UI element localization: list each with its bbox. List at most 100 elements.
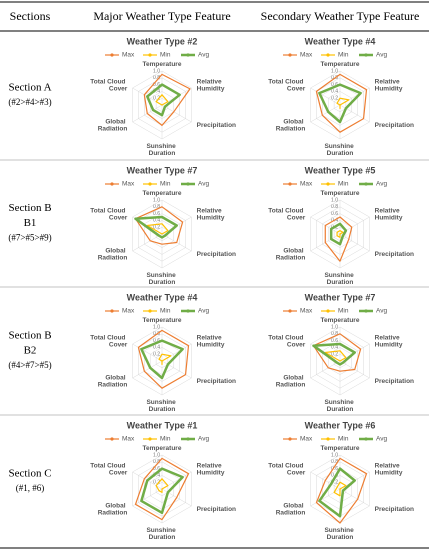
tick-label: 1.0 bbox=[153, 197, 160, 203]
series-polygon bbox=[336, 97, 350, 110]
series-polygon bbox=[312, 342, 356, 366]
header-secondary: Secondary Weather Type Feature bbox=[261, 9, 420, 23]
tick-label: 1.0 bbox=[331, 197, 338, 203]
spoke bbox=[161, 104, 192, 123]
category-label: Precipitation bbox=[375, 122, 414, 129]
section-label: B2 bbox=[24, 345, 37, 357]
tick-label: 0.2 bbox=[153, 480, 160, 486]
category-label: Sunshine Duration bbox=[146, 399, 177, 413]
category-label: Precipitation bbox=[197, 506, 236, 513]
spoke bbox=[310, 104, 341, 123]
series-polygon bbox=[134, 457, 190, 521]
category-label: Global Radiation bbox=[276, 374, 306, 388]
category-label: Precipitation bbox=[197, 251, 236, 258]
spoke bbox=[339, 233, 370, 252]
legend-label: Min bbox=[160, 52, 171, 59]
tick-label: 0.8 bbox=[331, 204, 338, 210]
legend-label: Avg bbox=[198, 308, 209, 315]
series-polygon bbox=[140, 467, 184, 515]
category-label: Global Radiation bbox=[98, 374, 128, 388]
tick-label: 0.4 bbox=[153, 473, 160, 479]
tick-label: 0.4 bbox=[153, 345, 160, 351]
category-label: Temperature bbox=[143, 61, 182, 68]
tick-label: 0.6 bbox=[153, 82, 160, 88]
series-polygon bbox=[146, 223, 169, 235]
category-label: Relative Humidity bbox=[375, 207, 403, 221]
series-polygon bbox=[140, 339, 184, 380]
legend-label: Avg bbox=[198, 436, 209, 443]
legend-marker bbox=[364, 309, 368, 313]
tick-label: 0.4 bbox=[331, 345, 338, 351]
series-polygon bbox=[155, 478, 169, 493]
legend-label: Max bbox=[300, 181, 313, 188]
tick-label: 0.6 bbox=[153, 338, 160, 344]
category-label: Sunshine Duration bbox=[324, 272, 355, 286]
category-label: Precipitation bbox=[197, 378, 236, 385]
tick-label: 0.2 bbox=[153, 225, 160, 231]
tick-label: 0.6 bbox=[153, 466, 160, 472]
tick-label: 0.8 bbox=[153, 459, 160, 465]
chart-title: Weather Type #4 bbox=[305, 36, 376, 46]
legend-label: Avg bbox=[376, 52, 387, 59]
legend-marker bbox=[148, 53, 152, 57]
tick-label: 0.8 bbox=[331, 459, 338, 465]
series-polygon bbox=[329, 222, 348, 246]
section-label: (#7>#5>#9) bbox=[8, 233, 51, 243]
spoke bbox=[132, 360, 163, 379]
legend-marker bbox=[288, 53, 292, 57]
legend-marker bbox=[186, 437, 190, 441]
legend-marker bbox=[326, 309, 330, 313]
series-polygon bbox=[315, 457, 368, 524]
tick-label: 0.2 bbox=[331, 352, 338, 358]
category-label: Total Cloud Cover bbox=[268, 334, 306, 348]
tick-label: 1.0 bbox=[153, 452, 160, 458]
series-polygon bbox=[333, 481, 347, 497]
category-label: Temperature bbox=[321, 61, 360, 68]
legend-marker bbox=[148, 309, 152, 313]
tick-label: 0.6 bbox=[331, 466, 338, 472]
category-label: Total Cloud Cover bbox=[90, 334, 128, 348]
category-label: Relative Humidity bbox=[375, 334, 403, 348]
tick-label: 0.4 bbox=[331, 89, 338, 95]
legend-label: Min bbox=[338, 181, 349, 188]
category-label: Total Cloud Cover bbox=[90, 78, 128, 92]
category-label: Sunshine Duration bbox=[146, 272, 177, 286]
legend-marker bbox=[110, 437, 114, 441]
spoke bbox=[132, 343, 163, 362]
series-polygon bbox=[134, 215, 178, 239]
legend-label: Avg bbox=[376, 308, 387, 315]
legend-marker bbox=[110, 53, 114, 57]
legend-marker bbox=[186, 182, 190, 186]
category-label: Global Radiation bbox=[98, 502, 128, 516]
category-label: Global Radiation bbox=[98, 118, 128, 132]
section-label: (#2>#4>#3) bbox=[8, 97, 51, 107]
chart-title: Weather Type #6 bbox=[305, 420, 376, 430]
tick-label: 0.4 bbox=[153, 218, 160, 224]
legend-label: Min bbox=[160, 436, 171, 443]
series-polygon bbox=[318, 83, 362, 124]
chart-title: Weather Type #5 bbox=[305, 165, 376, 175]
legend-label: Max bbox=[300, 436, 313, 443]
category-label: Relative Humidity bbox=[375, 78, 403, 92]
category-label: Global Radiation bbox=[276, 118, 306, 132]
tick-label: 0.2 bbox=[153, 352, 160, 358]
tick-label: 1.0 bbox=[331, 68, 338, 74]
category-label: Relative Humidity bbox=[375, 462, 403, 476]
legend-label: Min bbox=[338, 436, 349, 443]
legend-marker bbox=[110, 309, 114, 313]
chart-title: Weather Type #1 bbox=[127, 420, 198, 430]
legend-label: Max bbox=[300, 52, 313, 59]
legend-label: Max bbox=[122, 52, 135, 59]
legend-marker bbox=[288, 182, 292, 186]
tick-label: 0.2 bbox=[331, 96, 338, 102]
legend-label: Avg bbox=[198, 52, 209, 59]
legend-marker bbox=[110, 182, 114, 186]
series-polygon bbox=[155, 94, 169, 106]
category-label: Relative Humidity bbox=[197, 207, 225, 221]
chart-title: Weather Type #7 bbox=[305, 292, 376, 302]
legend-marker bbox=[364, 437, 368, 441]
legend-label: Max bbox=[122, 308, 135, 315]
category-label: Temperature bbox=[143, 190, 182, 197]
tick-label: 0.8 bbox=[331, 331, 338, 337]
legend-marker bbox=[148, 182, 152, 186]
